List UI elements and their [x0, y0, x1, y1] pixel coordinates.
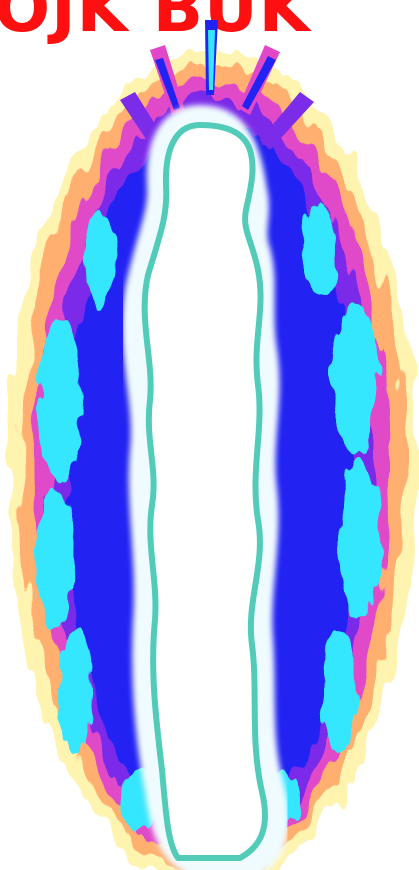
body-silhouette — [141, 122, 268, 861]
aura-head-rays — [120, 20, 314, 150]
headline-text: OJK BUK — [0, 0, 311, 46]
aura-cyan-streaks — [35, 205, 380, 830]
